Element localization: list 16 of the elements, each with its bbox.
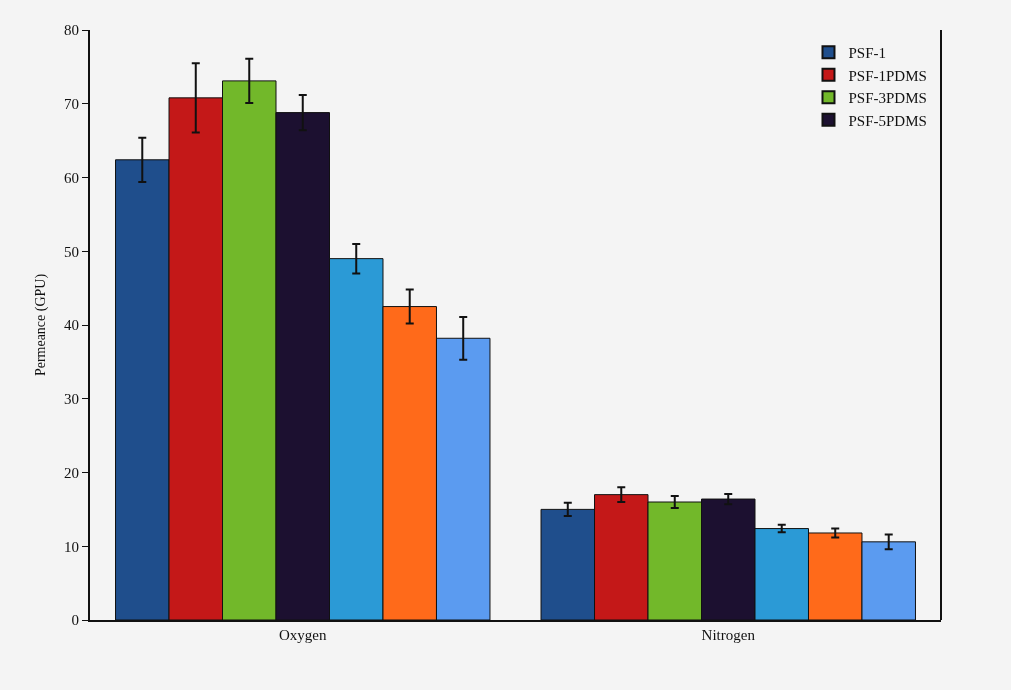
- y-tick-label: 80: [64, 22, 79, 39]
- legend-label: PSF-1: [848, 45, 887, 61]
- y-axis-title: Permeance (GPU): [33, 273, 50, 377]
- legend-label: PSF-3PDMS: [848, 90, 927, 106]
- y-tick-label: 40: [64, 317, 79, 334]
- y-tick-label: 30: [64, 391, 79, 407]
- y-tick-label: 60: [64, 169, 79, 186]
- y-tick-label: 50: [64, 243, 79, 260]
- legend-label: PSF-1PDMS: [848, 67, 927, 84]
- x-tick-label: Oxygen: [279, 627, 327, 643]
- y-tick-label: 10: [64, 538, 79, 555]
- x-tick-label: Nitrogen: [701, 627, 756, 643]
- y-tick-label: 70: [64, 96, 79, 112]
- legend-label: PSF-5PDMS: [848, 112, 927, 129]
- y-tick-label: 20: [64, 464, 79, 481]
- y-tick-label: 0: [71, 612, 79, 629]
